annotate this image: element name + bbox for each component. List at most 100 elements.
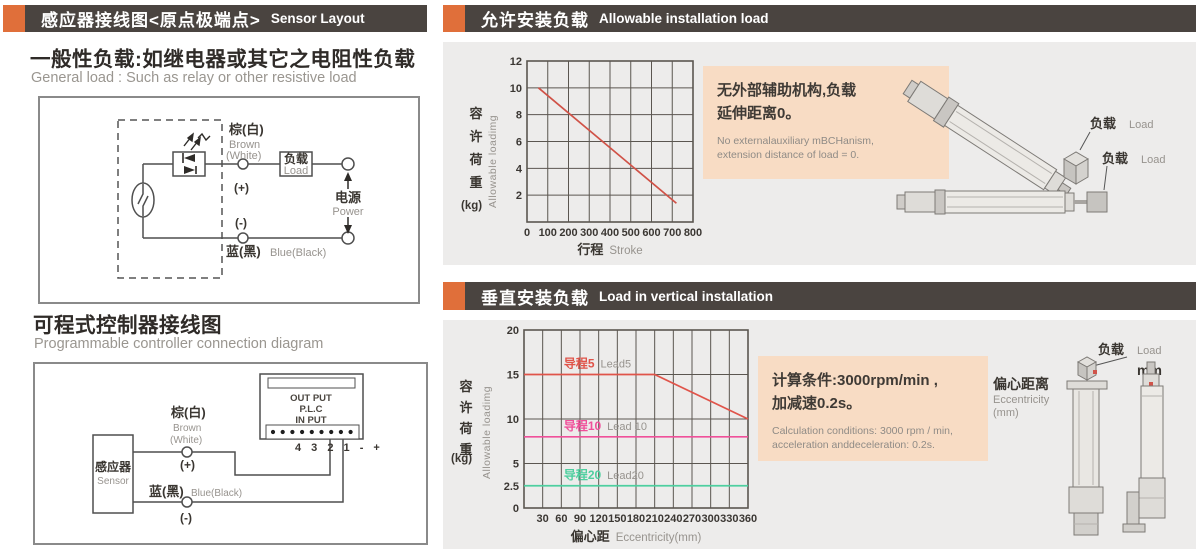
- svg-text:180: 180: [627, 513, 645, 525]
- svg-text:700: 700: [663, 227, 681, 239]
- circuit1-border: [38, 96, 420, 304]
- sensor-box: 感应器 Sensor: [92, 434, 134, 514]
- load-leader-line-2: [1103, 165, 1108, 191]
- terminal-dots: [270, 429, 353, 435]
- chart1-ylabel-unit: (kg): [461, 200, 483, 212]
- left-header-title-zh: 感应器接线图<原点极端点>: [41, 11, 261, 30]
- chart2-xlabel: 偏心距 Eccentricity(mm): [524, 526, 748, 545]
- svg-text:6: 6: [516, 137, 522, 149]
- chart1-ylabel-zh: 容 许 荷 重: [469, 106, 483, 190]
- horizontal-actuator-illustrations: 负载 Load 负载 Load: [896, 79, 1165, 215]
- svg-text:30: 30: [537, 513, 549, 525]
- chart1-ylabel-en: Allowable loadimg: [487, 114, 499, 208]
- brown-wire-label-zh: 棕(白): [170, 405, 206, 420]
- svg-text:12: 12: [510, 56, 522, 68]
- general-load-title-zh: 一般性负载:如继电器或其它之电阻性负载: [30, 48, 416, 71]
- left-header-title-en: Sensor Layout: [270, 11, 365, 26]
- reed-switch-symbol: [131, 182, 155, 218]
- svg-text:800: 800: [684, 227, 702, 239]
- sensor-label-en: Sensor: [97, 476, 129, 487]
- load-label-2-en: Load: [1141, 154, 1165, 166]
- blue-wire-label-zh: 蓝(黑): [226, 244, 261, 259]
- load-label-2-zh: 负载: [1102, 151, 1128, 166]
- sensor-dashed-outline: [117, 119, 223, 279]
- svg-text:10: 10: [510, 83, 522, 95]
- svg-text:0: 0: [513, 503, 519, 515]
- load-label-1-zh: 负载: [1090, 116, 1116, 131]
- brown-wire-label-en1: Brown: [173, 423, 201, 434]
- vertical-load-header-en: Load in vertical installation: [599, 288, 774, 304]
- svg-text:15: 15: [507, 370, 519, 382]
- svg-text:10: 10: [507, 414, 519, 426]
- orange-accent-block: [443, 282, 465, 310]
- svg-text:400: 400: [601, 227, 619, 239]
- plc-title-zh: 可程式控制器接线图: [33, 314, 222, 337]
- blue-wire-label-en: Blue(Black): [270, 247, 326, 259]
- power-label-en: Power: [332, 206, 364, 218]
- vertical-load-panel: 30 60 90 120 150 180 210 240 270 300 330 360 0 2.5 5 10…: [443, 320, 1196, 549]
- plc-text-plc: P.L.C: [299, 404, 322, 415]
- plus-terminal: [181, 446, 193, 458]
- load-leader-line-1: [1079, 131, 1091, 151]
- horizontal-actuator: [896, 189, 1108, 215]
- chart2-ylabel-en: Allowable loadimg: [481, 385, 493, 479]
- minus-terminal: [181, 496, 193, 508]
- minus-label: (-): [235, 216, 247, 230]
- load-square: [1086, 191, 1108, 213]
- plc-title-en: Programmable controller connection diagr…: [34, 336, 324, 352]
- load-label-en: Load: [284, 165, 308, 177]
- svg-text:240: 240: [664, 513, 682, 525]
- svg-text:600: 600: [642, 227, 660, 239]
- svg-text:330: 330: [720, 513, 738, 525]
- brown-wire-label-en2: (White): [226, 150, 261, 162]
- vertical-actuator-left: [1066, 356, 1108, 536]
- note-text-zh: 计算条件:3000rpm/min , 加减速0.2s。: [772, 372, 938, 413]
- vertical-actuator-illustrations: 负载 Load mm 偏心距离 Eccentricity (mm): [993, 342, 1166, 536]
- vertical-load-header-zh: 垂直安装负载: [481, 288, 589, 308]
- note-text-zh: 无外部辅助机构,负载 延伸距离0。: [717, 82, 857, 123]
- red-marker: [1149, 382, 1153, 387]
- svg-text:120: 120: [589, 513, 607, 525]
- plc-box: OUT PUT P.L.C IN PUT 4 3 2 1 - +: [259, 373, 383, 454]
- red-marker: [1093, 370, 1097, 374]
- svg-text:60: 60: [555, 513, 567, 525]
- brown-wire-label-en2: (White): [170, 435, 202, 446]
- plc-text-output: OUT PUT: [290, 393, 332, 404]
- minus-label: (-): [180, 511, 192, 525]
- load-leader-line: [1092, 356, 1128, 367]
- plc-text-input: IN PUT: [295, 415, 326, 426]
- chart2-ylabel-unit: (kg): [451, 453, 473, 465]
- svg-text:2: 2: [516, 190, 522, 202]
- chart2-xlabel-zh: 偏心距: [570, 529, 610, 544]
- load-label-zh: 负载: [284, 151, 308, 166]
- vertical-actuator-right: [1122, 361, 1166, 533]
- general-load-title-en: General load : Such as relay or other re…: [31, 70, 357, 86]
- load-box: 负载 Load: [279, 151, 313, 177]
- calculation-conditions-note: 计算条件:3000rpm/min , 加减速0.2s。 Calculation …: [758, 356, 988, 461]
- svg-text:300: 300: [701, 513, 719, 525]
- svg-text:500: 500: [622, 227, 640, 239]
- power-arrows: [344, 172, 352, 234]
- sensor-label-zh: 感应器: [95, 459, 132, 474]
- svg-text:270: 270: [683, 513, 701, 525]
- svg-text:2.5: 2.5: [504, 481, 519, 493]
- svg-text:150: 150: [608, 513, 626, 525]
- svg-text:0: 0: [524, 227, 530, 239]
- plus-label: (+): [234, 181, 249, 195]
- load-label-1-en: Load: [1129, 119, 1153, 131]
- chart1-xlabel: 行程 Stroke: [527, 239, 693, 258]
- terminal-numbers: 4 3 2 1 - +: [295, 442, 383, 454]
- no-auxiliary-note: 无外部辅助机构,负载 延伸距离0。 No externalauxiliary m…: [703, 66, 949, 179]
- svg-text:360: 360: [739, 513, 757, 525]
- general-load-circuit-diagram: 负载 Load 棕(白) Brown (White) (+) 电源 Power …: [38, 96, 420, 304]
- chart2-xlabel-en: Eccentricity(mm): [615, 532, 702, 544]
- plc-circuit-diagram: 感应器 Sensor OUT PUT P.L.C IN PUT 4 3 2 1 …: [33, 362, 428, 545]
- allowable-load-panel: 0 100 200 300 400 500 600 700 800 2 4 6 8 10 12 容 许 荷 …: [443, 42, 1196, 265]
- allowable-load-header: 允许安装负载 Allowable installation load: [443, 5, 1196, 32]
- orange-accent-block: [3, 5, 25, 32]
- circuit2-wires: [133, 439, 344, 503]
- left-section-header: 感应器接线图<原点极端点> Sensor Layout: [3, 5, 427, 32]
- chart2-ylabel-zh: 容 许 荷 重: [459, 379, 473, 457]
